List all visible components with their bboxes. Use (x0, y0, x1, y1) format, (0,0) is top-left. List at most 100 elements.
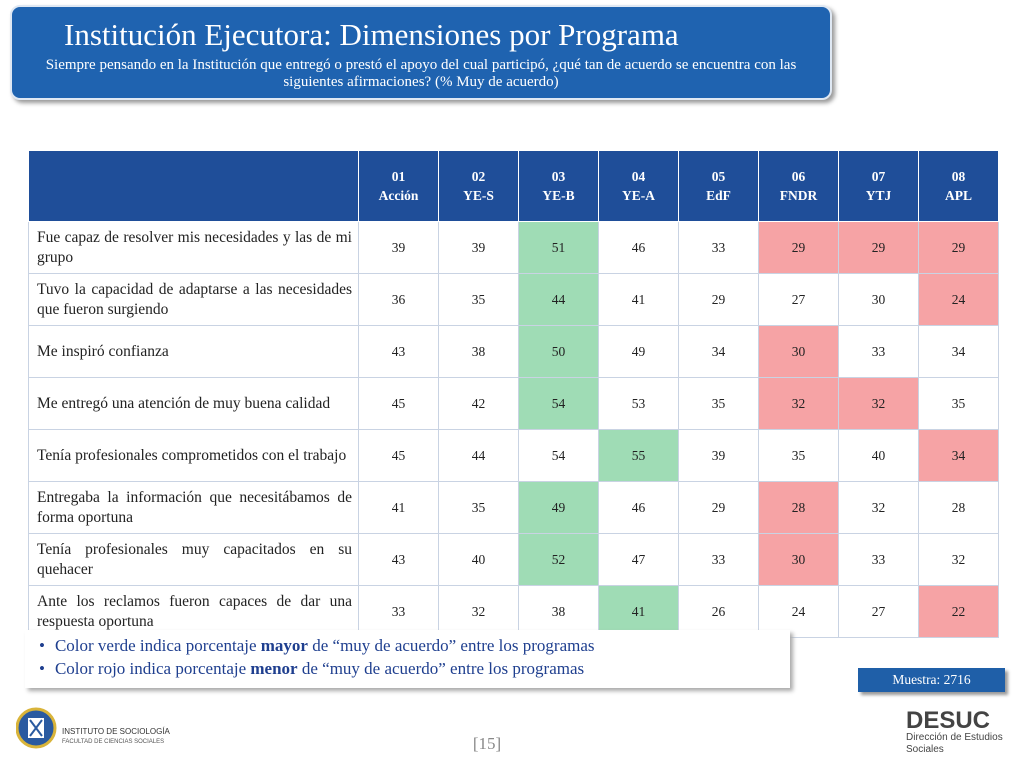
note-text: de “muy de acuerdo” entre los programas (307, 636, 595, 655)
column-header: 02 YE-S (438, 150, 519, 222)
logo-text: Dirección de Estudios (906, 732, 1003, 743)
value-cell: 46 (598, 481, 679, 534)
column-header: 01 Acción (358, 150, 439, 222)
table-row: Entregaba la información que necesitábam… (28, 481, 999, 534)
value-cell: 54 (518, 377, 599, 430)
value-cell: 45 (358, 377, 439, 430)
value-cell: 36 (358, 273, 439, 326)
header-row: 01 Acción 02 YE-S 03 YE-B 04 YE-A 05 EdF 06 FNDR 07 Y… (28, 150, 999, 222)
value-cell: 52 (518, 533, 599, 586)
value-cell: 22 (918, 585, 999, 638)
value-cell: 45 (358, 429, 439, 482)
note: Color verde indica porcentaje mayor de “… (39, 634, 790, 657)
value-cell: 39 (678, 429, 759, 482)
corner-cell (28, 150, 359, 222)
value-cell: 35 (438, 481, 519, 534)
value-cell: 41 (358, 481, 439, 534)
value-cell: 28 (758, 481, 839, 534)
note-text: Color verde indica porcentaje (54, 636, 261, 655)
value-cell: 29 (678, 273, 759, 326)
value-cell: 42 (438, 377, 519, 430)
column-name: YE-S (463, 188, 494, 203)
value-cell: 24 (918, 273, 999, 326)
value-cell: 28 (918, 481, 999, 534)
value-cell: 29 (838, 221, 919, 274)
table-row: Me entregó una atención de muy buena cal… (28, 377, 999, 430)
column-header: 04 YE-A (598, 150, 679, 222)
logo-text: INSTITUTO DE SOCIOLOGÍA (62, 727, 171, 736)
column-code: 05 (711, 169, 726, 184)
column-code: 08 (951, 169, 966, 184)
note-text: mayor (260, 636, 308, 655)
column-code: 02 (471, 169, 486, 184)
table-row: Tenía profesionales comprometidos con el… (28, 429, 999, 482)
row-label: Me inspiró confianza (28, 325, 359, 378)
column-code: 01 (391, 169, 406, 184)
value-cell: 35 (758, 429, 839, 482)
column-name: YE-B (542, 188, 575, 203)
value-cell: 35 (678, 377, 759, 430)
value-cell: 43 (358, 533, 439, 586)
value-cell: 41 (598, 585, 679, 638)
value-cell: 33 (678, 221, 759, 274)
value-cell: 30 (838, 273, 919, 326)
value-cell: 32 (838, 377, 919, 430)
table-row: Tenía profesionales muy capacitados en s… (28, 533, 999, 586)
value-cell: 26 (678, 585, 759, 638)
table-row: Me inspiró confianza 43 38 50 49 34 30 33 34 (28, 325, 999, 378)
value-cell: 40 (838, 429, 919, 482)
value-cell: 32 (918, 533, 999, 586)
note-text: de “muy de acuerdo” entre los programas (297, 659, 585, 678)
notes: Color verde indica porcentaje mayor de “… (25, 630, 790, 688)
value-cell: 49 (598, 325, 679, 378)
row-label: Tenía profesionales comprometidos con el… (28, 429, 359, 482)
value-cell: 54 (518, 429, 599, 482)
value-cell: 44 (518, 273, 599, 326)
column-code: 03 (551, 169, 566, 184)
note-text: menor (250, 659, 298, 678)
value-cell: 43 (358, 325, 439, 378)
value-cell: 29 (918, 221, 999, 274)
logo-text: DESUC (906, 707, 990, 734)
value-cell: 35 (438, 273, 519, 326)
table-row: Tuvo la capacidad de adaptarse a las nec… (28, 273, 999, 326)
value-cell: 33 (678, 533, 759, 586)
subtitle: Siempre pensando en la Institución que e… (45, 57, 797, 90)
value-cell: 33 (838, 533, 919, 586)
column-header: 03 YE-B (518, 150, 599, 222)
value-cell: 27 (838, 585, 919, 638)
column-name: FNDR (779, 188, 818, 203)
value-cell: 50 (518, 325, 599, 378)
row-label: Tenía profesionales muy capacitados en s… (28, 533, 359, 586)
page-number: [15] (472, 734, 502, 753)
column-header: 07 YTJ (838, 150, 919, 222)
value-cell: 46 (598, 221, 679, 274)
row-label: Entregaba la información que necesitábam… (28, 481, 359, 534)
header: Institución Ejecutora: Dimensiones por P… (10, 5, 832, 100)
logo-text: FACULTAD DE CIENCIAS SOCIALES (62, 739, 164, 745)
column-name: EdF (706, 188, 731, 203)
column-code: 06 (791, 169, 806, 184)
value-cell: 39 (438, 221, 519, 274)
row-label: Tuvo la capacidad de adaptarse a las nec… (28, 273, 359, 326)
value-cell: 39 (358, 221, 439, 274)
value-cell: 30 (758, 533, 839, 586)
value-cell: 30 (758, 325, 839, 378)
value-cell: 33 (358, 585, 439, 638)
row-label: Ante los reclamos fueron capaces de dar … (28, 585, 359, 638)
column-code: 07 (871, 169, 886, 184)
logo-text: Sociales (906, 744, 944, 755)
value-cell: 32 (438, 585, 519, 638)
value-cell: 47 (598, 533, 679, 586)
value-cell: 55 (598, 429, 679, 482)
value-cell: 34 (918, 325, 999, 378)
value-cell: 35 (918, 377, 999, 430)
column-code: 04 (631, 169, 646, 184)
logo-instituto: INSTITUTO DE SOCIOLOGÍA FACULTAD DE CIEN… (16, 707, 171, 749)
table-row: Fue capaz de resolver mis necesidades y … (28, 221, 999, 274)
value-cell: 32 (758, 377, 839, 430)
value-cell: 40 (438, 533, 519, 586)
value-cell: 32 (838, 481, 919, 534)
note-text: Color rojo indica porcentaje (54, 659, 251, 678)
value-cell: 53 (598, 377, 679, 430)
